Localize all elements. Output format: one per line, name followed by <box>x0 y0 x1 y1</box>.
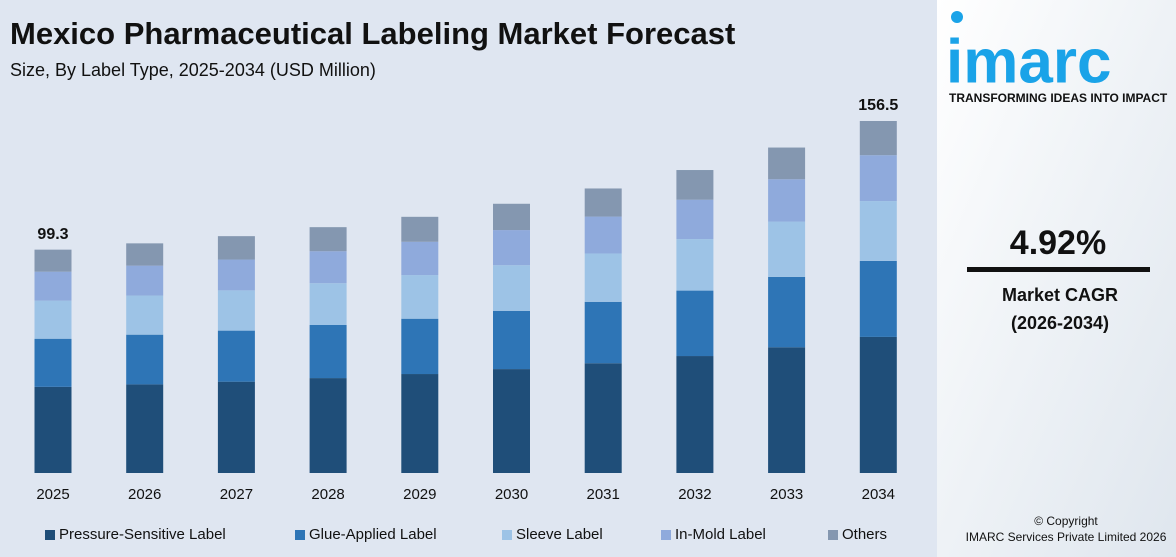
bar-segment <box>217 290 255 331</box>
bar-segment <box>768 347 806 473</box>
bar-segment <box>217 259 255 291</box>
bar-segment <box>493 310 530 370</box>
bar-segment <box>493 230 530 266</box>
cagr-rule <box>967 267 1150 272</box>
x-tick-label: 2033 <box>770 486 803 503</box>
bar-segment <box>584 363 622 473</box>
bar-segment <box>493 203 530 231</box>
bar-segment <box>401 216 439 242</box>
legend-label: In-Mold Label <box>675 526 766 543</box>
sidebar-background <box>937 0 1176 557</box>
bar-segment <box>768 179 806 222</box>
x-tick-label: 2029 <box>403 486 436 503</box>
bar-segment <box>676 356 714 473</box>
x-tick-label: 2034 <box>862 486 895 503</box>
chart-subtitle: Size, By Label Type, 2025-2034 (USD Mill… <box>10 60 376 80</box>
cagr-label: Market CAGR <box>1002 285 1118 305</box>
bar-segment <box>34 271 72 301</box>
bar-segment <box>584 216 622 254</box>
bar-segment <box>126 243 164 266</box>
legend-label: Sleeve Label <box>516 526 603 543</box>
bar-segment <box>401 275 439 319</box>
bar-segment <box>584 301 622 364</box>
x-tick-label: 2030 <box>495 486 528 503</box>
bar-segment <box>309 378 347 473</box>
bar-segment <box>401 374 439 473</box>
legend-label: Pressure-Sensitive Label <box>59 526 226 543</box>
x-tick-label: 2028 <box>311 486 344 503</box>
bar-segment <box>859 201 897 261</box>
bar-segment <box>676 170 714 200</box>
bar-segment <box>217 330 255 382</box>
bar-segment <box>34 338 72 387</box>
bar-segment <box>309 227 347 252</box>
bar-segment <box>34 249 72 272</box>
legend-swatch <box>295 530 305 540</box>
legend-swatch <box>828 530 838 540</box>
bar-segment <box>859 260 897 337</box>
bar-segment <box>401 318 439 375</box>
x-tick-label: 2025 <box>36 486 69 503</box>
chart-title: Mexico Pharmaceutical Labeling Market Fo… <box>10 16 735 51</box>
bar-segment <box>768 221 806 277</box>
legend-swatch <box>45 530 55 540</box>
x-tick-label: 2027 <box>220 486 253 503</box>
bar-segment <box>676 199 714 240</box>
bar-segment <box>676 239 714 291</box>
x-tick-label: 2032 <box>678 486 711 503</box>
tagline: TRANSFORMING IDEAS INTO IMPACT <box>949 91 1168 105</box>
bar-segment <box>859 155 897 202</box>
company: IMARC Services Private Limited 2026 <box>966 530 1167 544</box>
legend-label: Glue-Applied Label <box>309 526 437 543</box>
bar-segment <box>126 384 164 473</box>
total-label: 99.3 <box>37 226 68 243</box>
bar-segment <box>309 325 347 379</box>
bar-segment <box>859 121 897 156</box>
bar-segment <box>493 369 530 473</box>
bar-segment <box>309 283 347 326</box>
bar-segment <box>34 300 72 339</box>
x-tick-label: 2031 <box>587 486 620 503</box>
logo: imarc <box>946 27 1111 96</box>
logo-dot <box>951 11 963 23</box>
cagr-value: 4.92% <box>1010 224 1106 262</box>
legend-swatch <box>661 530 671 540</box>
bar-segment <box>859 336 897 473</box>
bar-segment <box>584 253 622 302</box>
total-label: 156.5 <box>858 97 898 114</box>
legend-label: Others <box>842 526 887 543</box>
cagr-period: (2026-2034) <box>1011 313 1109 333</box>
bar-segment <box>584 188 622 217</box>
bar-segment <box>309 251 347 284</box>
legend-swatch <box>502 530 512 540</box>
bar-segment <box>768 276 806 348</box>
copyright: © Copyright <box>1034 514 1098 528</box>
bar-segment <box>34 386 72 473</box>
bar-segment <box>217 236 255 260</box>
x-tick-label: 2026 <box>128 486 161 503</box>
bar-segment <box>401 241 439 276</box>
bar-segment <box>126 295 164 335</box>
bar-segment <box>676 290 714 357</box>
bar-segment <box>126 334 164 385</box>
bar-segment <box>493 265 530 311</box>
bar-segment <box>126 265 164 296</box>
bar-segment <box>768 147 806 180</box>
bar-segment <box>217 381 255 473</box>
